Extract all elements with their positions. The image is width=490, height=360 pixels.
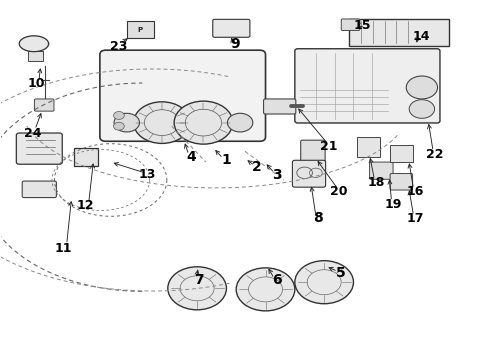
Circle shape [406, 76, 438, 99]
FancyBboxPatch shape [390, 145, 413, 162]
Text: 4: 4 [186, 150, 196, 164]
Circle shape [227, 113, 253, 132]
FancyBboxPatch shape [295, 49, 440, 123]
Text: 12: 12 [76, 199, 94, 212]
Text: 8: 8 [314, 211, 323, 225]
FancyBboxPatch shape [127, 21, 154, 39]
Circle shape [236, 268, 295, 311]
FancyBboxPatch shape [357, 137, 380, 157]
Text: 7: 7 [194, 273, 203, 287]
FancyBboxPatch shape [213, 19, 250, 37]
Text: 22: 22 [426, 148, 443, 161]
Text: 9: 9 [230, 37, 240, 51]
Circle shape [168, 267, 226, 310]
FancyBboxPatch shape [22, 181, 56, 198]
FancyBboxPatch shape [28, 51, 43, 60]
FancyBboxPatch shape [74, 148, 98, 166]
Text: 24: 24 [24, 127, 41, 140]
Text: 6: 6 [272, 273, 282, 287]
FancyBboxPatch shape [341, 19, 360, 31]
Circle shape [174, 101, 233, 144]
Text: 21: 21 [320, 140, 338, 153]
Text: 3: 3 [272, 168, 282, 182]
Text: 5: 5 [335, 266, 345, 280]
FancyBboxPatch shape [100, 50, 266, 141]
Circle shape [114, 122, 124, 130]
Text: 23: 23 [110, 40, 127, 53]
Polygon shape [19, 36, 49, 51]
FancyBboxPatch shape [301, 140, 325, 162]
FancyBboxPatch shape [390, 174, 413, 190]
Text: 11: 11 [54, 242, 72, 255]
FancyBboxPatch shape [264, 99, 296, 114]
Circle shape [114, 113, 140, 132]
FancyBboxPatch shape [369, 162, 393, 179]
FancyBboxPatch shape [34, 99, 54, 111]
Text: 14: 14 [412, 30, 430, 43]
Text: 10: 10 [27, 77, 45, 90]
Text: P: P [138, 27, 143, 33]
Text: 15: 15 [353, 19, 371, 32]
FancyBboxPatch shape [348, 19, 449, 45]
Text: 18: 18 [368, 176, 385, 189]
Text: 16: 16 [406, 185, 424, 198]
FancyBboxPatch shape [16, 133, 62, 164]
Text: 1: 1 [221, 153, 231, 167]
FancyBboxPatch shape [293, 160, 326, 187]
Circle shape [134, 102, 190, 143]
Text: 19: 19 [384, 198, 402, 211]
Circle shape [409, 100, 435, 118]
Text: 17: 17 [406, 212, 424, 225]
Circle shape [295, 261, 353, 304]
Text: 20: 20 [330, 185, 347, 198]
Text: 2: 2 [252, 161, 262, 175]
Text: 13: 13 [139, 168, 156, 181]
Circle shape [114, 112, 124, 120]
